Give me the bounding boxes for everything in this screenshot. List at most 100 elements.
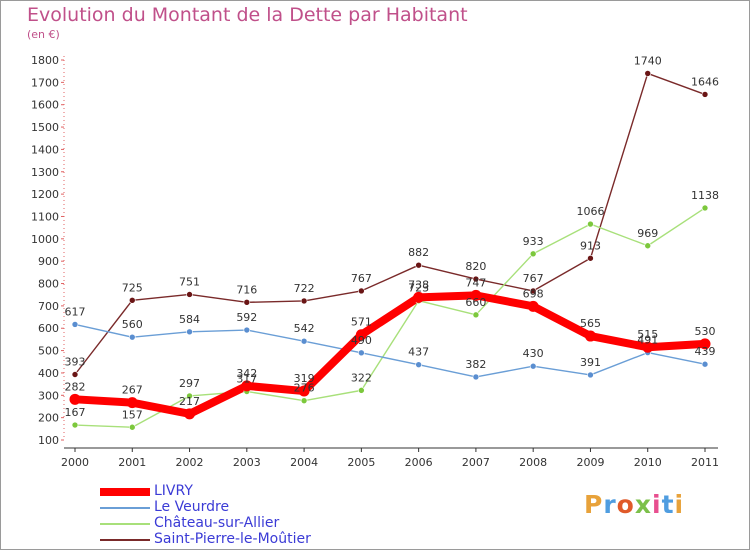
x-tick-label: 2009 bbox=[576, 456, 604, 469]
x-tick-label: 2000 bbox=[61, 456, 89, 469]
data-point bbox=[186, 328, 193, 336]
y-tick-label: 1700 bbox=[31, 76, 59, 89]
data-label: 342 bbox=[236, 367, 257, 380]
y-tick-label: 200 bbox=[38, 412, 59, 425]
data-label: 317 bbox=[236, 372, 257, 385]
data-label: 491 bbox=[637, 334, 658, 347]
data-label: 276 bbox=[294, 382, 315, 395]
logo-letter: o bbox=[616, 490, 635, 519]
data-point bbox=[701, 91, 709, 98]
chart-axes: 100 200 300 400 500 600 700 800 900 1000 1100 1200 1… bbox=[31, 54, 719, 469]
series-points bbox=[69, 70, 711, 431]
y-tick-label: 1000 bbox=[31, 233, 59, 246]
y-tick-label: 1100 bbox=[31, 210, 59, 223]
data-label: 217 bbox=[179, 395, 200, 408]
legend-label: Château-sur-Allier bbox=[154, 515, 280, 531]
data-label: 882 bbox=[408, 246, 429, 259]
data-point bbox=[300, 297, 308, 305]
data-label: 282 bbox=[65, 380, 86, 393]
data-label: 157 bbox=[122, 408, 143, 421]
data-point bbox=[472, 373, 480, 381]
data-label: 319 bbox=[294, 372, 315, 385]
x-tick-label: 2008 bbox=[519, 456, 547, 469]
data-label: 542 bbox=[294, 322, 315, 335]
legend-label: LIVRY bbox=[154, 483, 193, 499]
legend-swatch bbox=[100, 539, 150, 541]
data-label: 767 bbox=[351, 272, 372, 285]
data-point bbox=[644, 242, 652, 250]
legend-swatch bbox=[100, 488, 150, 496]
data-point bbox=[71, 321, 79, 328]
y-tick-label: 600 bbox=[38, 322, 59, 335]
legend-swatch bbox=[100, 523, 150, 525]
data-point bbox=[128, 296, 136, 304]
x-tick-label: 2004 bbox=[290, 456, 318, 469]
data-label: 725 bbox=[122, 281, 143, 294]
data-point bbox=[587, 254, 594, 262]
data-label: 1066 bbox=[576, 205, 604, 218]
data-point bbox=[358, 387, 365, 394]
data-point bbox=[241, 380, 253, 392]
data-label: 382 bbox=[465, 358, 486, 371]
data-point bbox=[529, 287, 537, 295]
data-point bbox=[186, 291, 193, 298]
x-tick-label: 2005 bbox=[347, 456, 375, 469]
data-point bbox=[587, 220, 594, 228]
data-label: 565 bbox=[580, 317, 601, 330]
x-tick-label: 2003 bbox=[233, 456, 261, 469]
value-labels: 282 267 217 342 319 571 738 747 698 565 515 530 617 5… bbox=[65, 54, 720, 421]
data-point bbox=[527, 300, 539, 312]
logo-letter: P bbox=[584, 490, 604, 519]
chart-title: Evolution du Montant de la Dette par Hab… bbox=[27, 4, 468, 26]
data-label: 723 bbox=[408, 282, 429, 295]
data-point bbox=[184, 408, 196, 420]
data-label: 969 bbox=[637, 227, 658, 240]
data-point bbox=[642, 341, 654, 353]
x-tick-label: 2007 bbox=[462, 456, 490, 469]
data-point bbox=[472, 275, 480, 283]
data-point bbox=[415, 361, 422, 368]
y-tick-label: 900 bbox=[38, 255, 59, 268]
data-label: 722 bbox=[294, 282, 315, 295]
data-label: 530 bbox=[695, 325, 716, 338]
data-label: 767 bbox=[523, 272, 544, 285]
data-label: 584 bbox=[179, 313, 200, 326]
logo-letter: x bbox=[634, 490, 652, 519]
data-label: 820 bbox=[465, 260, 486, 273]
data-label: 617 bbox=[65, 305, 86, 318]
data-label: 751 bbox=[179, 275, 200, 288]
data-point bbox=[584, 330, 596, 342]
data-point bbox=[355, 329, 367, 341]
logo-letter: t bbox=[661, 490, 675, 519]
x-tick-label: 2010 bbox=[634, 456, 662, 469]
data-point bbox=[701, 360, 709, 368]
data-point bbox=[300, 397, 308, 404]
series-line-3 bbox=[74, 72, 706, 376]
data-label: 913 bbox=[580, 239, 601, 252]
data-point bbox=[243, 299, 251, 306]
data-label: 571 bbox=[351, 316, 372, 329]
data-point bbox=[243, 326, 251, 334]
y-tick-label: 400 bbox=[38, 367, 59, 380]
data-point bbox=[358, 287, 365, 295]
data-point bbox=[529, 250, 537, 258]
data-label: 490 bbox=[351, 334, 372, 347]
data-label: 1646 bbox=[691, 75, 719, 88]
y-tick-label: 500 bbox=[38, 345, 59, 358]
data-point bbox=[413, 291, 425, 303]
data-point bbox=[701, 204, 709, 212]
series-line-0 bbox=[71, 291, 709, 418]
data-label: 560 bbox=[122, 318, 143, 331]
data-point bbox=[71, 421, 79, 429]
data-label: 391 bbox=[580, 356, 601, 369]
y-tick-label: 1800 bbox=[31, 54, 59, 67]
chart-subtitle: (en €) bbox=[27, 28, 60, 41]
logo-letter: i bbox=[652, 490, 662, 519]
data-label: 592 bbox=[236, 311, 257, 324]
data-point bbox=[71, 371, 79, 378]
data-point bbox=[126, 397, 138, 409]
data-point bbox=[587, 371, 594, 379]
data-point bbox=[186, 392, 193, 400]
